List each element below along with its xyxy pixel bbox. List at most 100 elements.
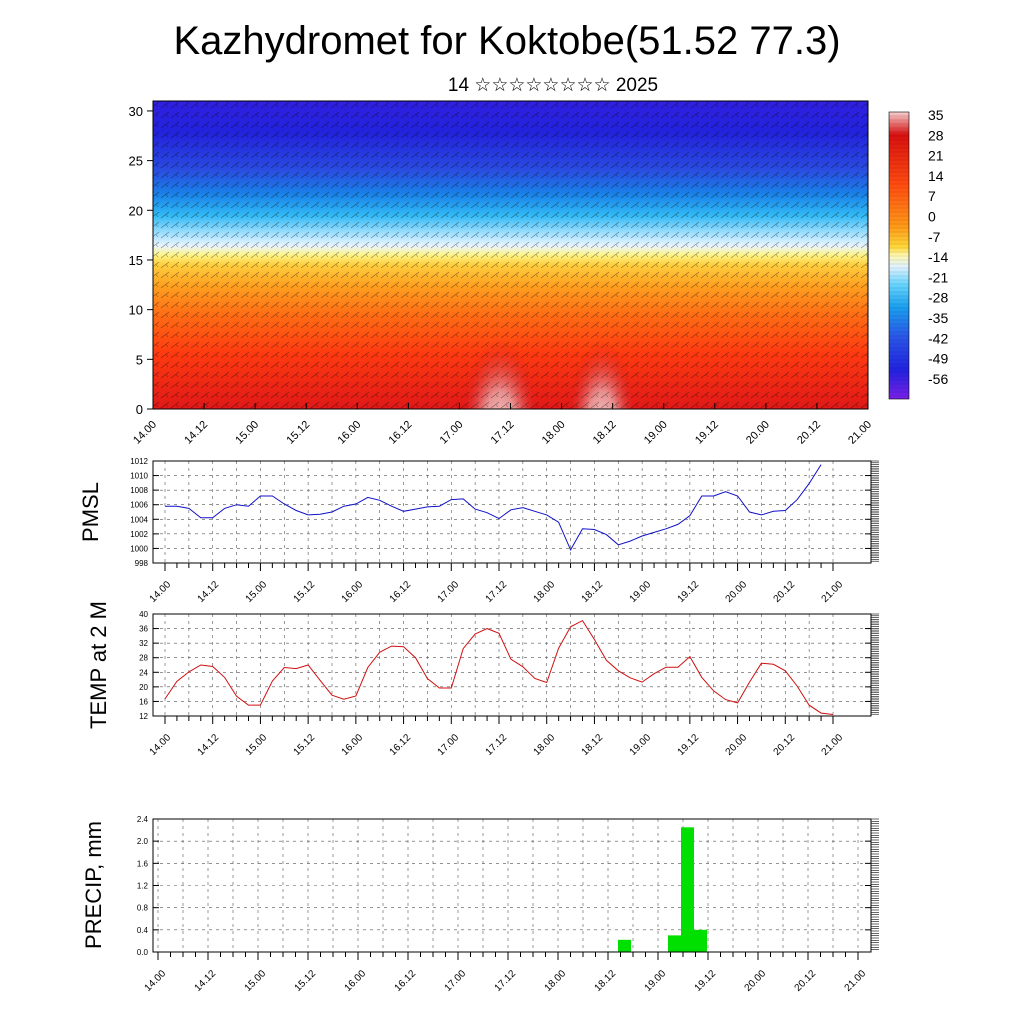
heatmap-panel: 0 5 10 15 20 25 30 14.00 14.12 15.00 15.12 16.00 16… — [129, 100, 874, 447]
colorbar-tick-label: -14 — [928, 249, 948, 265]
colorbar-tick-label: -42 — [928, 330, 948, 346]
xtick-label: 15.00 — [244, 732, 270, 758]
heatmap-xtick-label: 14.12 — [182, 419, 210, 447]
xtick-label: 16.12 — [393, 968, 419, 994]
temp-frame — [152, 613, 872, 717]
xtick-label: 15.00 — [243, 968, 269, 994]
ytick-label: 32 — [139, 639, 148, 648]
xtick-label: 20.00 — [743, 968, 769, 994]
xtick-label: 20.00 — [724, 732, 750, 758]
xtick-label: 16.00 — [340, 732, 366, 758]
ytick-label: 1010 — [130, 472, 148, 481]
xtick-label: 19.00 — [628, 732, 654, 758]
heatmap-xtick-label: 16.00 — [335, 419, 363, 447]
heatmap-xtick-label: 15.00 — [233, 419, 261, 447]
xtick-label: 16.00 — [340, 579, 366, 605]
precip-grid — [153, 819, 871, 952]
xtick-label: 19.00 — [628, 579, 654, 605]
xtick-label: 14.12 — [196, 579, 222, 605]
colorbar-tick-label: 28 — [928, 127, 944, 143]
ytick-label: 40 — [139, 610, 148, 619]
heatmap-ytick-label: 30 — [129, 104, 143, 119]
heatmap-y-axis: 0 5 10 15 20 25 30 — [129, 104, 153, 417]
heatmap-xtick-label: 18.12 — [591, 419, 619, 447]
colorbar-tick-label: -28 — [928, 290, 948, 306]
ytick-label: 0.4 — [137, 926, 149, 935]
heatmap-xtick-label: 16.12 — [387, 419, 415, 447]
ytick-label: 1000 — [130, 544, 148, 553]
colorbar-tick-label: -7 — [928, 229, 941, 245]
ytick-label: 28 — [139, 654, 148, 663]
xtick-label: 16.12 — [388, 579, 414, 605]
heatmap-ytick-label: 20 — [129, 203, 143, 218]
temp-series-line — [164, 619, 834, 715]
heatmap-xtick-label: 19.12 — [693, 419, 721, 447]
heatmap-xtick-label: 17.12 — [489, 419, 517, 447]
xtick-label: 21.00 — [820, 732, 846, 758]
colorbar: 35 28 21 14 7 0 -7 -14 -21 -28 -35 -42 -49 -56 — [888, 107, 948, 400]
pmsl-ylabel: PMSL — [78, 482, 103, 542]
ytick-label: 1006 — [130, 501, 148, 510]
heatmap-xtick-label: 20.00 — [744, 419, 772, 447]
xtick-label: 18.00 — [543, 968, 569, 994]
heatmap-ytick-label: 0 — [136, 402, 143, 417]
pmsl-grid — [153, 461, 871, 563]
xtick-label: 18.12 — [580, 732, 606, 758]
xtick-label: 15.00 — [244, 579, 270, 605]
temp-axes: 12 16 20 24 28 32 36 40 14.00 14.12 15.00 15.12 16.0… — [139, 610, 879, 758]
wind-barbs — [153, 101, 868, 409]
pmsl-axes: 998 1000 1002 1004 1006 1008 1010 1012 14.00 14.1… — [130, 457, 879, 605]
colorbar-strip — [888, 111, 910, 400]
xtick-label: 21.00 — [843, 968, 869, 994]
xtick-label: 16.12 — [388, 732, 414, 758]
xtick-label: 19.12 — [693, 968, 719, 994]
colorbar-tick-label: -21 — [928, 269, 948, 285]
precip-bar — [681, 827, 694, 952]
xtick-label: 16.00 — [343, 968, 369, 994]
ytick-label: 0.0 — [137, 948, 149, 957]
temp-panel: 12 16 20 24 28 32 36 40 14.00 14.12 15.00 15.12 16.0… — [86, 601, 879, 758]
precip-panel: 0.0 0.4 0.8 1.2 1.6 2.0 2.4 14.00 14.12 15.00 15.1… — [81, 815, 879, 994]
xtick-label: 18.12 — [593, 968, 619, 994]
precip-bar — [618, 939, 631, 952]
heatmap-xtick-label: 21.00 — [846, 419, 874, 447]
ytick-label: 2.0 — [137, 837, 149, 846]
ytick-label: 20 — [139, 683, 148, 692]
xtick-label: 18.12 — [580, 579, 606, 605]
colorbar-tick-label: 21 — [928, 148, 944, 164]
colorbar-labels: 35 28 21 14 7 0 -7 -14 -21 -28 -35 -42 -49 -56 — [928, 107, 948, 387]
xtick-label: 17.00 — [443, 968, 469, 994]
xtick-label: 15.12 — [292, 732, 318, 758]
ytick-label: 998 — [135, 559, 149, 568]
ytick-label: 2.4 — [137, 815, 149, 824]
ytick-label: 1004 — [130, 515, 148, 524]
xtick-label: 18.00 — [532, 732, 558, 758]
xtick-label: 17.12 — [484, 732, 510, 758]
heatmap-xtick-label: 18.00 — [540, 419, 568, 447]
colorbar-tick-label: -56 — [928, 371, 948, 387]
colorbar-tick-label: 7 — [928, 188, 936, 204]
heatmap-xtick-label: 19.00 — [642, 419, 670, 447]
heatmap-x-axis: 14.00 14.12 15.00 15.12 16.00 16.12 17.00 17.12… — [131, 403, 874, 447]
heatmap-xtick-label: 17.00 — [438, 419, 466, 447]
xtick-label: 21.00 — [820, 579, 846, 605]
chart-subtitle: 14 ☆☆☆☆☆☆☆☆ 2025 — [448, 75, 658, 96]
ytick-label: 1.6 — [137, 859, 149, 868]
precip-bars — [604, 827, 707, 953]
xtick-label: 20.12 — [772, 579, 798, 605]
xtick-label: 14.00 — [148, 732, 174, 758]
heatmap-xtick-label: 20.12 — [795, 419, 823, 447]
colorbar-tick-label: -49 — [928, 351, 948, 367]
ytick-label: 1012 — [130, 457, 148, 466]
temp-ylabel: TEMP at 2 M — [86, 601, 111, 729]
ytick-label: 0.8 — [137, 904, 149, 913]
precip-bar — [694, 929, 707, 952]
xtick-label: 17.12 — [484, 579, 510, 605]
ytick-label: 1002 — [130, 530, 148, 539]
xtick-label: 14.00 — [148, 579, 174, 605]
xtick-label: 15.12 — [292, 579, 318, 605]
xtick-label: 17.00 — [436, 579, 462, 605]
pmsl-panel: 998 1000 1002 1004 1006 1008 1010 1012 14.00 14.1… — [78, 457, 879, 605]
ytick-label: 16 — [139, 697, 148, 706]
xtick-label: 15.12 — [293, 968, 319, 994]
